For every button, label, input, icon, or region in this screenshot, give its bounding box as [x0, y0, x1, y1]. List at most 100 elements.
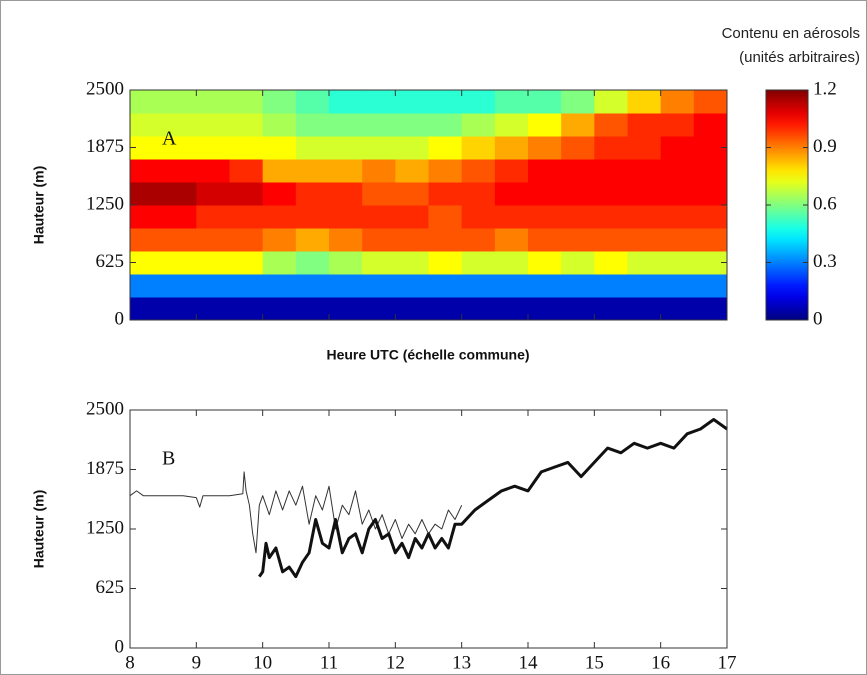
heatmap-cell	[494, 136, 529, 160]
heatmap-cell	[594, 297, 628, 321]
heatmap-cell	[528, 251, 562, 275]
heatmap-cell	[262, 159, 297, 183]
y-tick-label: 1250	[86, 193, 124, 214]
heatmap-cell	[262, 182, 297, 206]
heatmap-cell	[660, 228, 695, 252]
heatmap-cell	[362, 205, 396, 229]
heatmap-cell	[229, 182, 264, 206]
heatmap-cell	[163, 251, 197, 275]
y-tick-label: 0	[115, 308, 125, 329]
heatmap-cell	[660, 90, 695, 114]
x-tick-label: 16	[651, 652, 670, 673]
heatmap-cell	[229, 228, 264, 252]
heatmap-cell	[196, 113, 230, 137]
heatmap-cell	[428, 228, 463, 252]
heatmap-cell	[395, 159, 429, 183]
heatmap-cell	[693, 205, 728, 229]
y-tick-label: 1250	[86, 517, 124, 538]
colorbar-tick-label: 1.2	[813, 78, 837, 99]
heatmap-cell	[428, 159, 463, 183]
heatmap-cell	[693, 159, 728, 183]
heatmap-cell	[229, 159, 264, 183]
heatmap-cell	[528, 182, 562, 206]
heatmap-cell	[494, 251, 529, 275]
heatmap-cell	[130, 297, 164, 321]
heatmap-cell	[528, 297, 562, 321]
heatmap-cell	[627, 251, 662, 275]
heatmap-cell	[262, 113, 297, 137]
heatmap-cell	[528, 205, 562, 229]
x-tick-label: 8	[125, 652, 135, 673]
heatmap-cell	[295, 228, 330, 252]
heatmap-cell	[428, 251, 463, 275]
heatmap-cell	[627, 113, 662, 137]
y-tick-label: 625	[96, 577, 125, 598]
heatmap-cell	[196, 297, 230, 321]
heatmap-cell	[362, 251, 396, 275]
heatmap-cell	[295, 90, 330, 114]
heatmap-cell	[163, 136, 197, 160]
heatmap-cell	[395, 274, 429, 298]
heatmap-cell	[693, 228, 728, 252]
colorbar-tick-label: 0.9	[813, 136, 837, 157]
heatmap-cell	[262, 228, 297, 252]
heatmap-cell	[528, 113, 562, 137]
heatmap-cell	[229, 136, 264, 160]
heatmap-cell	[130, 274, 164, 298]
heatmap-cell	[594, 136, 628, 160]
y-tick-label: 2500	[86, 398, 124, 419]
heatmap-cell	[163, 205, 197, 229]
heatmap-cell	[130, 182, 164, 206]
heatmap-cell	[693, 113, 728, 137]
heatmap-cell	[295, 159, 330, 183]
heatmap-cell	[130, 228, 164, 252]
heatmap-cell	[528, 159, 562, 183]
data-line	[258, 418, 728, 579]
y-tick-label: 2500	[86, 78, 124, 99]
heatmap-cell	[561, 205, 595, 229]
heatmap-cell	[461, 159, 496, 183]
heatmap-cell	[196, 251, 230, 275]
heatmap-cell	[262, 205, 297, 229]
heatmap-cell	[627, 90, 662, 114]
heatmap-cell	[362, 159, 396, 183]
x-tick-label: 9	[192, 652, 202, 673]
heatmap-cell	[461, 205, 496, 229]
y-tick-label: 0	[115, 636, 125, 657]
heatmap-cell	[295, 136, 330, 160]
heatmap-cell	[494, 297, 529, 321]
heatmap-cell	[461, 297, 496, 321]
heatmap-cell	[329, 113, 363, 137]
heatmap-cell	[295, 251, 330, 275]
heatmap-cell	[395, 205, 429, 229]
heatmap-cell	[163, 228, 197, 252]
heatmap-cell	[461, 136, 496, 160]
heatmap-cell	[693, 136, 728, 160]
heatmap-cell	[461, 251, 496, 275]
heatmap-cell	[594, 113, 628, 137]
heatmap-cell	[362, 274, 396, 298]
heatmap-cell	[461, 113, 496, 137]
heatmap-cell	[494, 113, 529, 137]
heatmap-cell	[494, 159, 529, 183]
heatmap-cell	[660, 274, 695, 298]
heatmap-cell	[594, 274, 628, 298]
heatmap-cell	[395, 297, 429, 321]
x-axis-label: Heure UTC (échelle commune)	[326, 347, 529, 363]
heatmap-cell	[295, 297, 330, 321]
heatmap-cell	[196, 228, 230, 252]
heatmap-cell	[163, 113, 197, 137]
heatmap-cell	[660, 113, 695, 137]
heatmap-cell	[130, 136, 164, 160]
heatmap-cell	[693, 182, 728, 206]
heatmap-cell	[329, 136, 363, 160]
colorbar-tick-label: 0.3	[813, 251, 837, 272]
x-tick-label: 15	[585, 652, 604, 673]
heatmap-cell	[262, 251, 297, 275]
heatmap-cell	[461, 274, 496, 298]
heatmap-cell	[561, 228, 595, 252]
heatmap-cell	[196, 274, 230, 298]
heatmap-cell	[130, 205, 164, 229]
heatmap-cell	[660, 251, 695, 275]
heatmap-cell	[295, 274, 330, 298]
